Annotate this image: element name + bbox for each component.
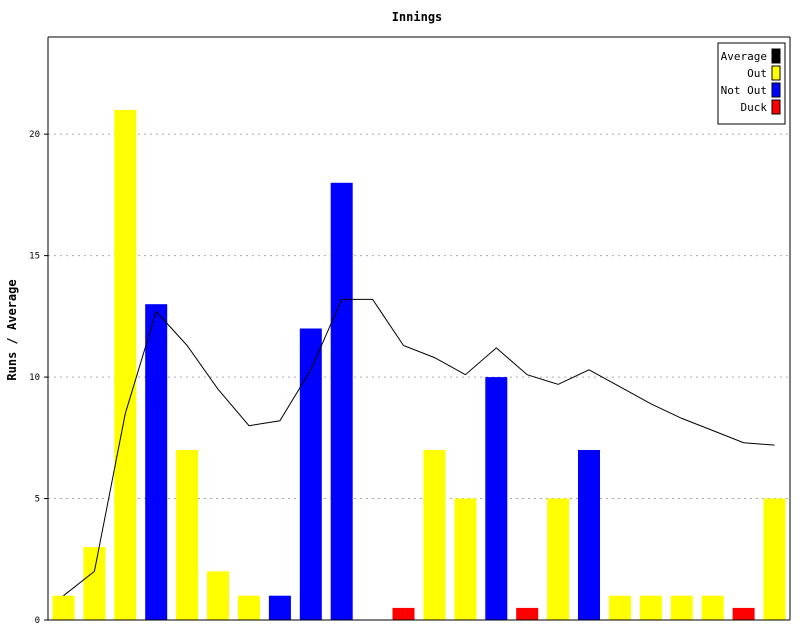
bar-not-out (330, 182, 353, 621)
legend-label-average: Average (721, 50, 767, 63)
average-line (63, 298, 775, 597)
bar-not-out (145, 304, 168, 620)
legend-swatch-not-out (771, 82, 781, 98)
legend-label-duck: Duck (741, 101, 768, 114)
grid-lines (48, 133, 790, 500)
y-ticks: 0 5 10 15 20 (29, 130, 48, 626)
y-tick-label: 10 (29, 373, 40, 383)
bar-out (207, 571, 229, 620)
bar-out (114, 109, 137, 621)
bar-out (763, 498, 786, 620)
y-tick-label: 20 (29, 130, 40, 140)
bars (52, 109, 786, 621)
average-line-group (63, 298, 775, 597)
legend-swatch-out (771, 65, 781, 81)
y-tick-label: 15 (29, 252, 40, 262)
bar-out (701, 595, 724, 620)
y-tick-label: 0 (35, 616, 40, 626)
bar-out (639, 595, 662, 620)
bar-not-out (299, 328, 322, 620)
bar-not-out (485, 377, 508, 620)
bar-out (238, 595, 260, 620)
legend-label-not-out: Not Out (721, 84, 767, 97)
bar-out (454, 498, 477, 620)
bar-duck (732, 607, 755, 620)
bar-duck (516, 607, 539, 620)
bar-not-out (578, 450, 600, 620)
bar-out (609, 595, 631, 620)
legend: Average Out Not Out Duck (717, 42, 786, 125)
legend-swatch-duck (771, 99, 781, 115)
axes (47, 36, 791, 621)
bar-out (176, 450, 199, 620)
bar-duck (392, 607, 415, 620)
bar-out (52, 595, 75, 620)
y-tick-label: 5 (35, 495, 40, 505)
legend-label-out: Out (747, 67, 767, 80)
bar-out (547, 498, 570, 620)
chart-title: Innings (392, 10, 443, 24)
bar-out (423, 450, 446, 620)
legend-swatch-average (771, 48, 781, 64)
bar-not-out (268, 595, 291, 620)
bar-out (83, 547, 106, 620)
y-axis-label: Runs / Average (5, 279, 19, 380)
bar-out (670, 595, 693, 620)
